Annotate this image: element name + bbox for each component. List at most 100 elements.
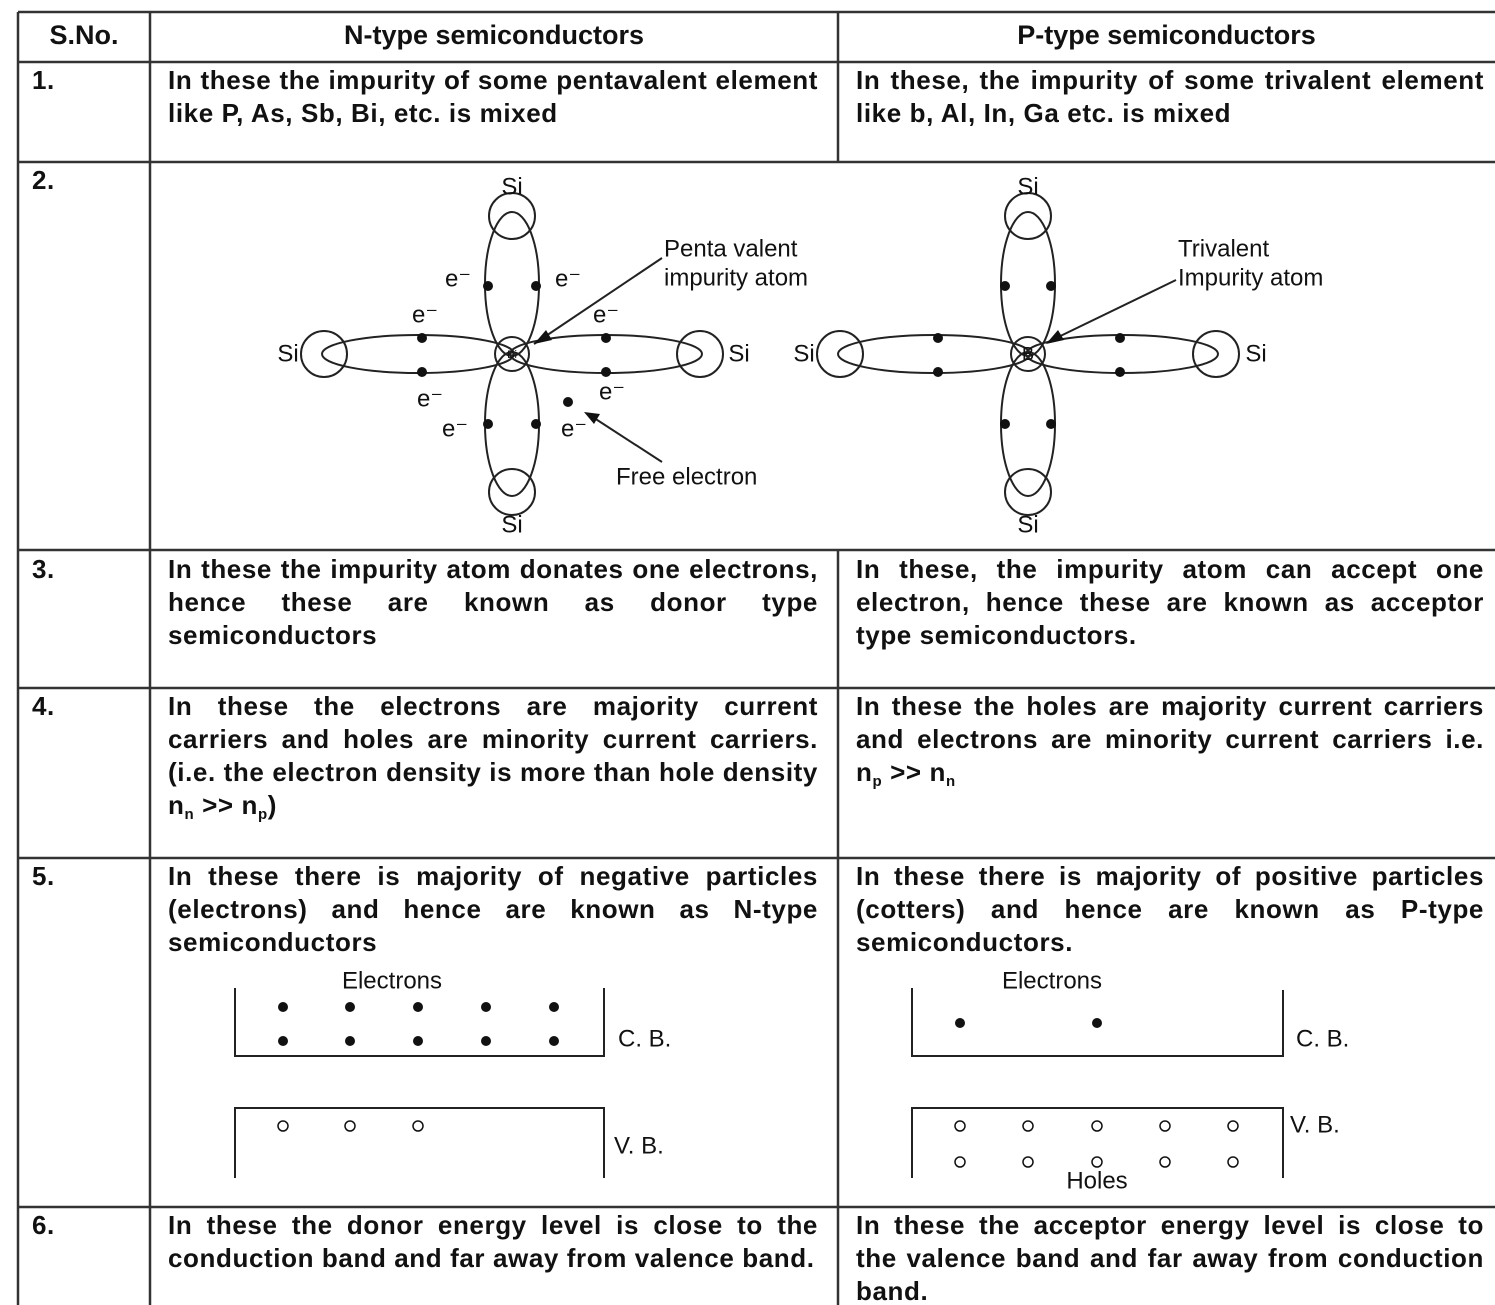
pointer-arrow — [587, 413, 663, 463]
text: >> n — [882, 757, 946, 787]
electron — [413, 1036, 423, 1046]
electron — [601, 333, 611, 343]
arrow-head — [1046, 330, 1064, 344]
si-atom — [488, 192, 536, 240]
electron — [933, 367, 943, 377]
valence-band — [234, 1107, 605, 1178]
holes — [954, 1120, 1239, 1168]
row-number: 5. — [32, 861, 55, 891]
si-label: Si — [1017, 173, 1038, 200]
electron — [417, 367, 427, 377]
holes — [277, 1120, 424, 1132]
electron — [481, 1002, 491, 1012]
cell-text: In these the acceptor energy level is cl… — [856, 1210, 1484, 1305]
n-type-lattice: Si Si Si Si Bi e⁻ e⁻ e⁻ e⁻ e⁻ e⁻ e⁻ e⁻ P… — [277, 173, 808, 538]
p-type-bands: Electrons C. B. V. B. Holes — [911, 967, 1349, 1194]
hole — [954, 1156, 966, 1168]
electron-label: e⁻ — [412, 301, 438, 328]
electron — [1115, 367, 1125, 377]
electron-label: e⁻ — [555, 265, 581, 292]
hole — [1227, 1120, 1239, 1132]
impurity-label: impurity atom — [664, 264, 808, 291]
si-atom — [816, 330, 864, 378]
electrons — [933, 281, 1125, 429]
n-type-bands: Electrons C. B. V. B. — [234, 967, 671, 1178]
row-number: 3. — [32, 554, 55, 584]
text: >> n — [194, 790, 258, 820]
impurity-atom — [494, 336, 530, 372]
hole — [1227, 1156, 1239, 1168]
free-electron — [563, 397, 573, 407]
arrow-head — [584, 412, 600, 424]
table-grid — [16, 10, 1495, 1305]
si-label: Si — [793, 340, 814, 367]
cell-text: In these the holes are majority current … — [856, 690, 1484, 789]
band-label: V. B. — [1290, 1111, 1340, 1138]
si-atom — [1192, 330, 1240, 378]
si-label: Si — [277, 340, 298, 367]
electron-label: e⁻ — [561, 415, 587, 442]
band-label: Holes — [1066, 1167, 1127, 1194]
hole — [1159, 1156, 1171, 1168]
header-cell: P-type semiconductors — [1017, 20, 1316, 50]
si-label: Si — [501, 511, 522, 538]
cell-text: In these the impurity of some pentavalen… — [168, 65, 818, 128]
cell-text: In these there is majority of positive p… — [856, 861, 1484, 957]
electron — [483, 419, 493, 429]
si-atom — [676, 330, 724, 378]
band-label: C. B. — [1296, 1025, 1349, 1052]
subscript: n — [945, 773, 956, 790]
impurity-label: Trivalent — [1178, 235, 1269, 262]
text: ) — [267, 790, 277, 820]
electron-label: e⁻ — [599, 378, 625, 405]
cell-text: In these the donor energy level is close… — [168, 1210, 818, 1273]
electron — [933, 333, 943, 343]
atom-label: Bi — [507, 349, 517, 361]
header-cell: S.No. — [49, 20, 119, 50]
subscript: p — [257, 806, 268, 823]
hole — [954, 1120, 966, 1132]
cell-text: In these the electrons are majority curr… — [168, 690, 818, 822]
pointer-arrow — [533, 257, 663, 345]
electron — [531, 419, 541, 429]
valence-band — [911, 1107, 1284, 1178]
si-atom — [1004, 468, 1052, 516]
electron — [1115, 333, 1125, 343]
electron — [1092, 1018, 1102, 1028]
electron — [1000, 419, 1010, 429]
hole — [1159, 1120, 1171, 1132]
electron — [278, 1002, 288, 1012]
hole — [1022, 1120, 1034, 1132]
hole — [1022, 1156, 1034, 1168]
row-number: 4. — [32, 691, 55, 721]
band-label: C. B. — [618, 1025, 671, 1052]
electron — [549, 1036, 559, 1046]
impurity-label: Penta valent — [664, 235, 798, 262]
si-label: Si — [728, 340, 749, 367]
band-label: Electrons — [1002, 967, 1102, 994]
si-label: Si — [1017, 511, 1038, 538]
electron — [345, 1036, 355, 1046]
electron — [278, 1036, 288, 1046]
electron — [531, 281, 541, 291]
conduction-band — [911, 988, 1284, 1057]
bond — [484, 211, 540, 357]
electron — [413, 1002, 423, 1012]
electron — [955, 1018, 965, 1028]
electron — [1046, 419, 1056, 429]
cell-text: In these the impurity atom donates one e… — [168, 554, 818, 650]
row-number: 2. — [32, 165, 55, 195]
electron — [1000, 281, 1010, 291]
subscript: p — [872, 773, 883, 790]
electron — [345, 1002, 355, 1012]
pointer-arrow — [1047, 279, 1177, 343]
hole — [344, 1120, 356, 1132]
cell-text: In these, the impurity of some trivalent… — [856, 65, 1484, 128]
si-atom — [488, 468, 536, 516]
hole — [1091, 1156, 1103, 1168]
row-number: 6. — [32, 1210, 55, 1240]
impurity-label: Impurity atom — [1178, 264, 1323, 291]
